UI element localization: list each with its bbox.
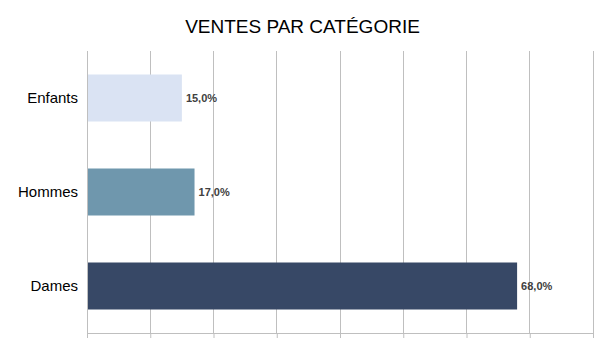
data-label: 68,0% [521,280,552,292]
x-tick-mark [403,333,404,338]
x-tick-mark [150,333,151,338]
x-tick-mark [277,333,278,338]
data-label: 15,0% [186,92,217,104]
x-tick [403,333,404,338]
x-tick [340,333,341,338]
y-tick: Enfants [27,89,78,106]
y-axis-line [87,52,88,334]
data-labels: 15,0% 17,0% 68,0% [186,92,553,292]
x-tick [277,333,278,338]
x-axis [88,333,594,338]
y-axis: Enfants Hommes Dames [18,52,88,334]
y-tick-label: Hommes [18,183,78,200]
x-tick-mark [467,333,468,338]
x-tick-mark [593,333,594,338]
bar [87,75,182,122]
bar [87,263,517,310]
grid-line [593,51,594,333]
bar [87,169,195,216]
y-tick-label: Dames [30,277,78,294]
x-tick [150,333,151,338]
x-tick-mark [530,333,531,338]
x-tick-mark [87,333,88,338]
grid [87,51,593,333]
x-tick [87,333,88,338]
chart: VENTES PAR CATÉGORIE Enfants Hommes Dames 15… [0,0,605,340]
grid-line [87,51,88,333]
x-tick-mark [214,333,215,338]
plot: Enfants Hommes Dames 15,0% 17,0% 68,0% [18,51,594,338]
x-tick [214,333,215,338]
title: VENTES PAR CATÉGORIE [185,16,420,37]
x-tick-mark [340,333,341,338]
y-tick-label: Enfants [27,89,78,106]
y-tick: Hommes [18,183,78,200]
data-label: 17,0% [199,186,230,198]
x-tick [593,333,594,338]
x-tick [467,333,468,338]
y-tick: Dames [30,277,78,294]
x-tick [530,333,531,338]
bars [87,75,517,310]
